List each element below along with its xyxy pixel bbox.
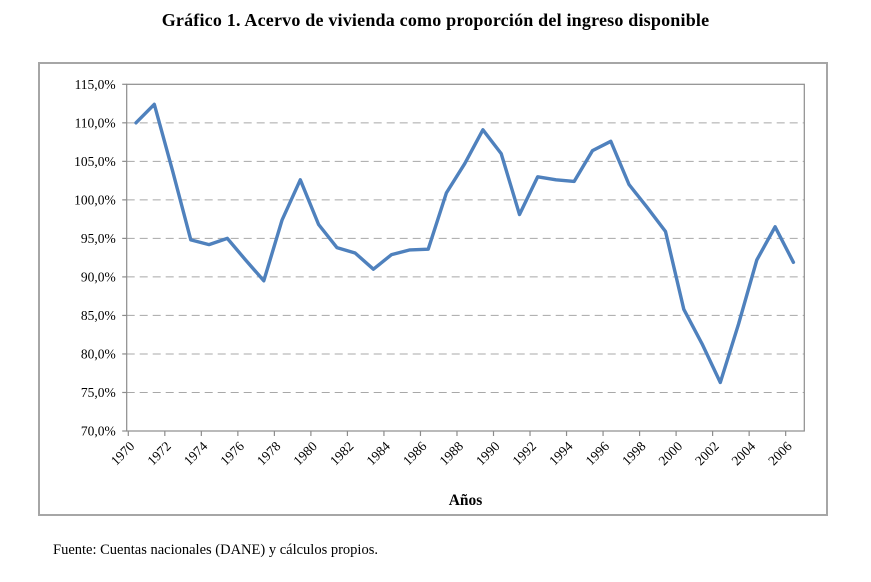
- y-axis-label: 100,0%: [74, 192, 116, 207]
- x-axis-label: 1996: [582, 438, 612, 468]
- chart-title: Gráfico 1. Acervo de vivienda como propo…: [161, 10, 710, 30]
- x-axis-label: 2002: [692, 439, 722, 469]
- plot-area-border: [126, 83, 805, 432]
- x-axis-label: 1970: [108, 438, 138, 468]
- y-axis-label: 95,0%: [81, 231, 116, 246]
- x-axis-label: 2006: [765, 438, 795, 468]
- x-axis-label: 1990: [473, 438, 503, 468]
- x-axis-label: 2000: [656, 438, 686, 468]
- x-axis-label: 1976: [217, 438, 247, 468]
- x-axis-label: 1978: [254, 438, 284, 468]
- x-axis-label: 1992: [509, 439, 539, 469]
- y-axis-label: 105,0%: [74, 154, 116, 169]
- y-axis-label: 85,0%: [81, 308, 116, 323]
- y-axis-label: 75,0%: [81, 385, 116, 400]
- y-axis-label: 90,0%: [81, 269, 116, 284]
- x-axis-label: 1986: [400, 438, 430, 468]
- y-axis-label: 110,0%: [75, 115, 116, 130]
- x-axis-label: 1994: [546, 438, 576, 468]
- x-axis-label: 1974: [181, 438, 211, 468]
- x-axis-label: 2004: [729, 438, 759, 468]
- x-axis-title: Años: [449, 492, 483, 509]
- x-axis-label: 1980: [290, 438, 320, 468]
- x-axis-label: 1984: [363, 438, 393, 468]
- chart-figure: 115,0% 110,0% 105,0% 100,0% 95,0% 90,0% 85,0% 8…: [38, 62, 828, 516]
- y-axis-label: 80,0%: [81, 346, 116, 361]
- x-axis-label: 1988: [436, 438, 466, 468]
- x-axis-label: 1998: [619, 438, 649, 468]
- series-line: [134, 102, 796, 385]
- y-axis-label: 115,0%: [75, 77, 116, 92]
- x-axis-label: 1982: [327, 439, 357, 469]
- chart-svg: 115,0% 110,0% 105,0% 100,0% 95,0% 90,0% 85,0% 8…: [74, 77, 805, 509]
- source-note: Fuente: Cuentas nacionales (DANE) y cálc…: [53, 542, 378, 558]
- x-axis-label: 1972: [144, 439, 174, 469]
- y-axis-label: 70,0%: [81, 424, 116, 439]
